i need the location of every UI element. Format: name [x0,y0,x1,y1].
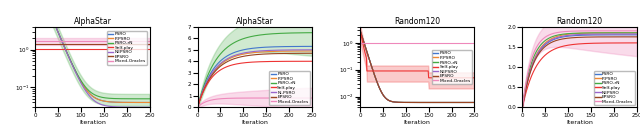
Title: AlphaStar: AlphaStar [74,17,111,26]
Title: AlphaStar: AlphaStar [236,17,274,26]
X-axis label: Iteration: Iteration [404,120,431,125]
X-axis label: Iteration: Iteration [241,120,268,125]
Legend: PSRO, P-PSRO, PSRO-rN, Self-play, NEPSRO, EPSRO, Mixed-Oracles: PSRO, P-PSRO, PSRO-rN, Self-play, NEPSRO… [594,71,635,105]
Title: Random120: Random120 [394,17,440,26]
Title: Random120: Random120 [557,17,603,26]
Legend: PSRO, P-PSRO, PSRO-rN, Self-play, NI-PSRO, EPSRO, Mixed-Oracles: PSRO, P-PSRO, PSRO-rN, Self-play, NI-PSR… [269,71,310,105]
X-axis label: Iteration: Iteration [566,120,593,125]
X-axis label: Iteration: Iteration [79,120,106,125]
Legend: PSRO, P-PSRO, PSRO-rN, Self-play, NEPSRO, EPSRO, Mixed-Oracles: PSRO, P-PSRO, PSRO-rN, Self-play, NEPSRO… [107,31,147,65]
Legend: PSRO, P-PSRO, PSRO-rN, Self-play, NEPSRO, EPSRO, Mixed-Oracles: PSRO, P-PSRO, PSRO-rN, Self-play, NEPSRO… [431,50,472,84]
